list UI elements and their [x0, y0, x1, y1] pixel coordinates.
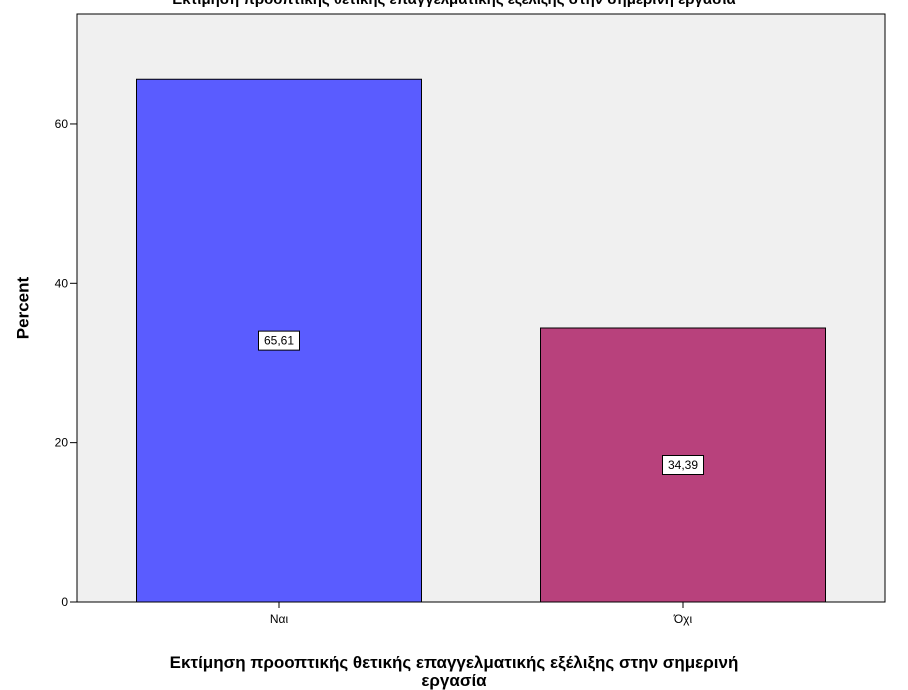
data-label-box-2: [662, 454, 704, 475]
x-axis-title-line-2: εργασία: [421, 671, 487, 690]
x-tick-label-2: Όχι: [673, 612, 693, 626]
y-tick-label-60: 60: [55, 117, 69, 131]
data-label-box-1: [258, 330, 300, 351]
chart-title: Εκτίμηση προοπτικής θετικής επαγγελματικ…: [172, 0, 736, 8]
x-axis-title-line-1: Εκτίμηση προοπτικής θετικής επαγγελματικ…: [170, 653, 739, 672]
x-axis: Ναι Όχι: [270, 602, 693, 626]
data-label-1: 65,61: [264, 334, 294, 348]
y-tick-label-0: 0: [61, 595, 68, 609]
y-tick-label-20: 20: [55, 436, 69, 450]
data-label-2: 34,39: [668, 458, 698, 472]
x-tick-label-1: Ναι: [270, 612, 289, 626]
y-tick-label-40: 40: [55, 276, 69, 290]
bars-group: 65,61 34,39: [136, 78, 826, 603]
y-axis: 0 20 40 60: [55, 117, 77, 609]
y-axis-title: Percent: [13, 276, 32, 339]
